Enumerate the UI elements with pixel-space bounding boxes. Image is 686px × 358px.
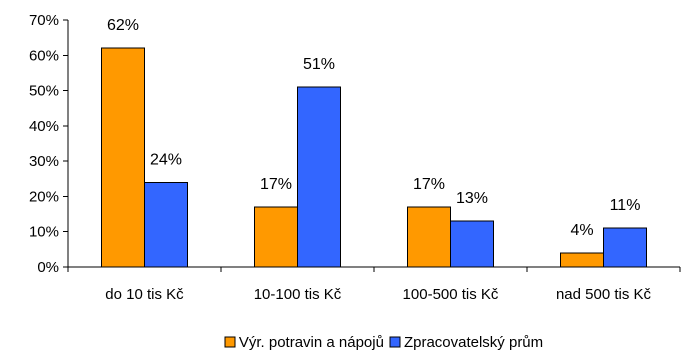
data-label: 51% [303, 56, 335, 73]
bar-food [407, 206, 451, 268]
y-tick-label: 50% [29, 83, 59, 100]
bar-manufacturing [144, 181, 188, 268]
x-category-label: 100-500 tis Kč [403, 286, 499, 303]
x-axis: do 10 tis Kč 10-100 tis Kč 100-500 tis Kč n… [67, 266, 681, 303]
legend-label: Výr. potravin a nápojů [239, 334, 384, 351]
data-label: 62% [107, 17, 139, 34]
x-category-label: do 10 tis Kč [105, 286, 184, 303]
data-label: 17% [413, 176, 445, 193]
y-tick-label: 20% [29, 188, 59, 205]
bar-food [101, 47, 145, 268]
legend-item: Zpracovatelský prům [389, 334, 543, 351]
y-tick-label: 30% [29, 153, 59, 170]
x-category-label: nad 500 tis Kč [556, 286, 652, 303]
y-tick-label: 0% [37, 259, 59, 276]
y-tick-label: 40% [29, 118, 59, 135]
data-label: 17% [260, 176, 292, 193]
y-tick-label: 70% [29, 12, 59, 29]
legend-swatch [389, 336, 401, 348]
data-label: 11% [610, 197, 641, 214]
data-label: 4% [570, 222, 593, 239]
legend-label: Zpracovatelský prům [404, 334, 543, 351]
legend-swatch [224, 336, 236, 348]
bar-manufacturing [450, 220, 494, 268]
data-labels: 62% 17% 17% 4% 24% 51% 13% 11% [107, 17, 640, 239]
y-tick-label: 60% [29, 47, 59, 64]
bars [101, 47, 647, 268]
x-category-label: 10-100 tis Kč [254, 286, 342, 303]
bar-food [254, 206, 298, 268]
bar-manufacturing [297, 86, 341, 268]
legend: Výr. potravin a nápojů Zpracovatelský prů… [224, 334, 543, 351]
data-label: 13% [456, 190, 488, 207]
y-axis: 0% 10% 20% 30% 40% 50% 60% 70% [29, 12, 69, 276]
y-tick-label: 10% [29, 224, 59, 241]
legend-item: Výr. potravin a nápojů [224, 334, 384, 351]
bar-food [560, 252, 604, 268]
data-label: 24% [150, 151, 182, 168]
bar-manufacturing [603, 227, 647, 268]
